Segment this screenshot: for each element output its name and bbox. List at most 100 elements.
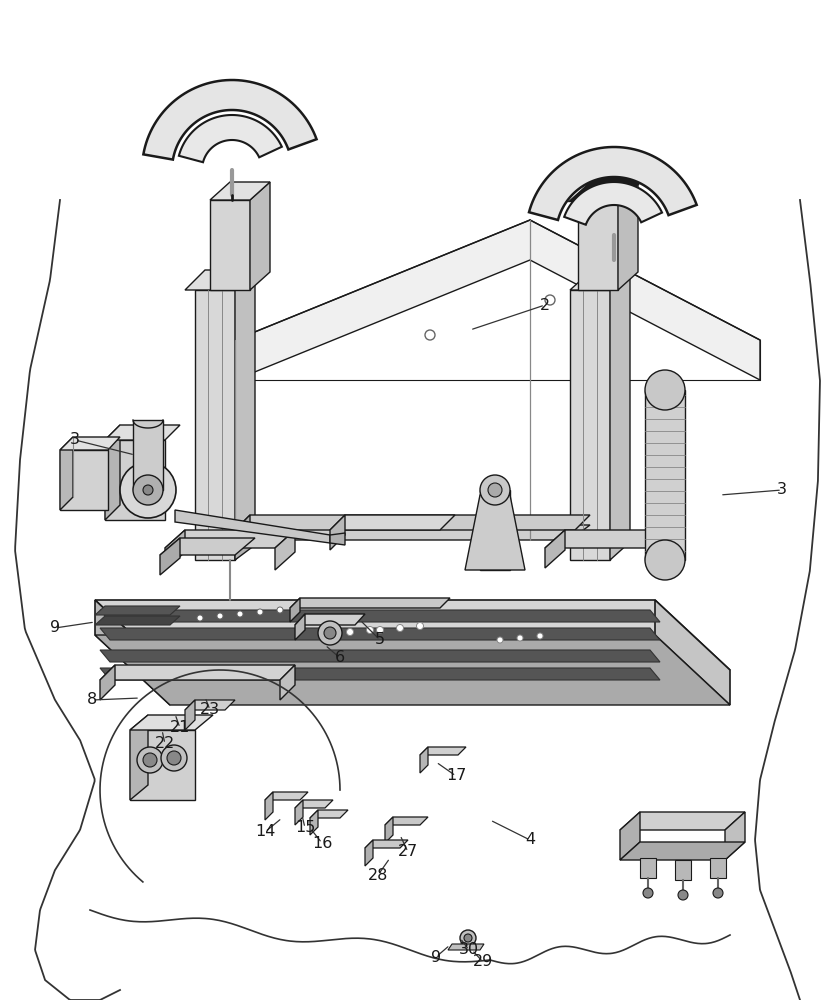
Polygon shape <box>310 810 348 818</box>
Polygon shape <box>480 490 510 570</box>
Polygon shape <box>620 842 745 860</box>
Circle shape <box>217 613 223 619</box>
Polygon shape <box>570 272 630 290</box>
Text: 21: 21 <box>170 720 190 736</box>
Polygon shape <box>290 598 300 622</box>
Circle shape <box>678 890 688 900</box>
Circle shape <box>277 607 283 613</box>
Circle shape <box>488 483 502 497</box>
Polygon shape <box>100 650 660 662</box>
Polygon shape <box>179 115 282 162</box>
Polygon shape <box>143 80 317 160</box>
Polygon shape <box>165 530 295 548</box>
Polygon shape <box>420 747 466 755</box>
Polygon shape <box>185 700 195 730</box>
Polygon shape <box>655 600 730 705</box>
Polygon shape <box>235 525 590 540</box>
Polygon shape <box>385 817 393 843</box>
Polygon shape <box>545 530 565 568</box>
Circle shape <box>161 745 187 771</box>
Polygon shape <box>570 290 610 560</box>
Circle shape <box>517 635 523 641</box>
Circle shape <box>347 629 353 636</box>
Polygon shape <box>210 200 250 290</box>
Polygon shape <box>185 700 235 710</box>
Polygon shape <box>295 800 333 808</box>
Circle shape <box>237 611 243 617</box>
Circle shape <box>645 540 685 580</box>
Circle shape <box>197 615 203 621</box>
Polygon shape <box>60 437 120 450</box>
Circle shape <box>257 609 263 615</box>
Text: 23: 23 <box>200 702 220 718</box>
Polygon shape <box>235 270 255 560</box>
Text: 9: 9 <box>50 620 60 636</box>
Polygon shape <box>295 614 305 640</box>
Polygon shape <box>130 715 148 800</box>
Circle shape <box>324 627 336 639</box>
Polygon shape <box>675 860 691 880</box>
Circle shape <box>137 747 163 773</box>
Polygon shape <box>620 812 745 830</box>
Circle shape <box>464 934 472 942</box>
Polygon shape <box>105 425 120 520</box>
Polygon shape <box>133 420 163 490</box>
Text: 6: 6 <box>335 650 345 666</box>
Circle shape <box>537 633 543 639</box>
Polygon shape <box>295 614 365 625</box>
Polygon shape <box>290 598 450 608</box>
Polygon shape <box>295 800 303 825</box>
Polygon shape <box>175 510 330 543</box>
Text: 4: 4 <box>525 832 535 848</box>
Polygon shape <box>235 515 590 530</box>
Polygon shape <box>365 840 408 848</box>
Polygon shape <box>185 270 265 290</box>
Text: 3: 3 <box>70 432 80 448</box>
Circle shape <box>497 637 503 643</box>
Polygon shape <box>610 272 630 560</box>
Polygon shape <box>620 812 640 860</box>
Polygon shape <box>100 665 295 680</box>
Polygon shape <box>95 600 730 670</box>
Polygon shape <box>330 533 345 545</box>
Text: 8: 8 <box>87 692 97 708</box>
Polygon shape <box>195 290 235 560</box>
Polygon shape <box>95 606 180 615</box>
Polygon shape <box>420 747 428 773</box>
Text: 29: 29 <box>473 954 493 970</box>
Polygon shape <box>130 715 213 730</box>
Circle shape <box>133 475 163 505</box>
Text: 2: 2 <box>540 298 550 312</box>
Polygon shape <box>105 425 180 440</box>
Circle shape <box>417 622 423 630</box>
Polygon shape <box>235 220 760 380</box>
Circle shape <box>120 462 176 518</box>
Circle shape <box>460 930 476 946</box>
Text: 9: 9 <box>431 950 441 964</box>
Polygon shape <box>545 530 675 548</box>
Circle shape <box>713 888 723 898</box>
Polygon shape <box>100 668 660 680</box>
Polygon shape <box>645 390 685 560</box>
Circle shape <box>167 751 181 765</box>
Circle shape <box>425 330 435 340</box>
Polygon shape <box>710 858 726 878</box>
Text: 3: 3 <box>777 483 787 497</box>
Polygon shape <box>275 530 295 570</box>
Polygon shape <box>250 182 270 290</box>
Polygon shape <box>385 817 428 825</box>
Polygon shape <box>265 792 273 820</box>
Polygon shape <box>618 180 638 290</box>
Polygon shape <box>310 810 318 835</box>
Polygon shape <box>330 515 345 550</box>
Circle shape <box>318 621 342 645</box>
Polygon shape <box>235 515 250 545</box>
Polygon shape <box>130 730 195 800</box>
Polygon shape <box>105 440 165 520</box>
Polygon shape <box>564 182 662 225</box>
Polygon shape <box>330 515 455 530</box>
Circle shape <box>545 295 555 305</box>
Polygon shape <box>100 628 660 640</box>
Circle shape <box>376 626 384 634</box>
Circle shape <box>643 888 653 898</box>
